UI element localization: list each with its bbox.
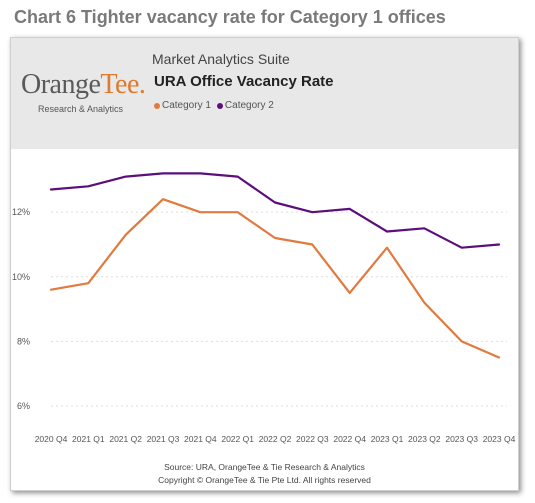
legend-dot-category-2	[216, 102, 223, 109]
x-tick-label: 2022 Q2	[259, 434, 292, 444]
chart-title: URA Office Vacancy Rate	[154, 73, 334, 90]
logo-accent-text: Tee	[100, 69, 139, 100]
orangetee-logo: OrangeTee.	[21, 69, 146, 101]
legend-label-category-2: Category 2	[224, 100, 274, 111]
chart-header: OrangeTee. Research & Analytics Market A…	[11, 38, 518, 149]
y-tick-label: 12%	[12, 207, 30, 217]
logo-main-text: Orange	[21, 69, 101, 100]
chart-copyright: Copyright © OrangeTee & Tie Pte Ltd. All…	[158, 475, 371, 485]
x-tick-label: 2021 Q1	[72, 434, 105, 444]
x-tick-label: 2023 Q4	[483, 434, 516, 444]
y-tick-label: 10%	[12, 272, 30, 282]
x-tick-label: 2023 Q1	[371, 434, 404, 444]
x-tick-label: 2023 Q2	[408, 434, 441, 444]
series-line-category-2	[49, 172, 501, 249]
logo-subtitle: Research & Analytics	[38, 104, 124, 114]
suite-label: Market Analytics Suite	[152, 51, 290, 67]
logo-dot: .	[138, 69, 146, 100]
x-tick-label: 2021 Q2	[109, 434, 142, 444]
x-tick-label: 2023 Q3	[445, 434, 478, 444]
line-chart: 6% 8% 10% 12% 2020 Q4 2021 Q1 2021 Q2 2021 Q3 20…	[12, 172, 516, 444]
x-tick-label: 2022 Q4	[333, 434, 366, 444]
legend-dot-category-1	[154, 102, 160, 109]
legend-item-category-1[interactable]: Category 1	[154, 100, 211, 111]
x-tick-label: 2021 Q3	[147, 434, 180, 444]
series-line-category-1	[49, 198, 501, 359]
y-tick-label: 6%	[17, 401, 30, 411]
legend-item-category-2[interactable]: Category 2	[216, 100, 274, 111]
chart-legend: Category 1 Category 2	[154, 100, 274, 111]
x-tick-label: 2020 Q4	[35, 434, 68, 444]
x-tick-label: 2022 Q3	[296, 434, 329, 444]
chart-source-note: Source: URA, OrangeTee & Tie Research & …	[164, 462, 365, 472]
y-tick-label: 8%	[17, 336, 30, 346]
x-tick-label: 2021 Q4	[184, 434, 217, 444]
x-tick-label: 2022 Q1	[221, 434, 254, 444]
legend-label-category-1: Category 1	[162, 100, 211, 111]
chart-card: OrangeTee. Research & Analytics Market A…	[10, 37, 519, 491]
page-heading: Chart 6 Tighter vacancy rate for Categor…	[14, 7, 446, 27]
